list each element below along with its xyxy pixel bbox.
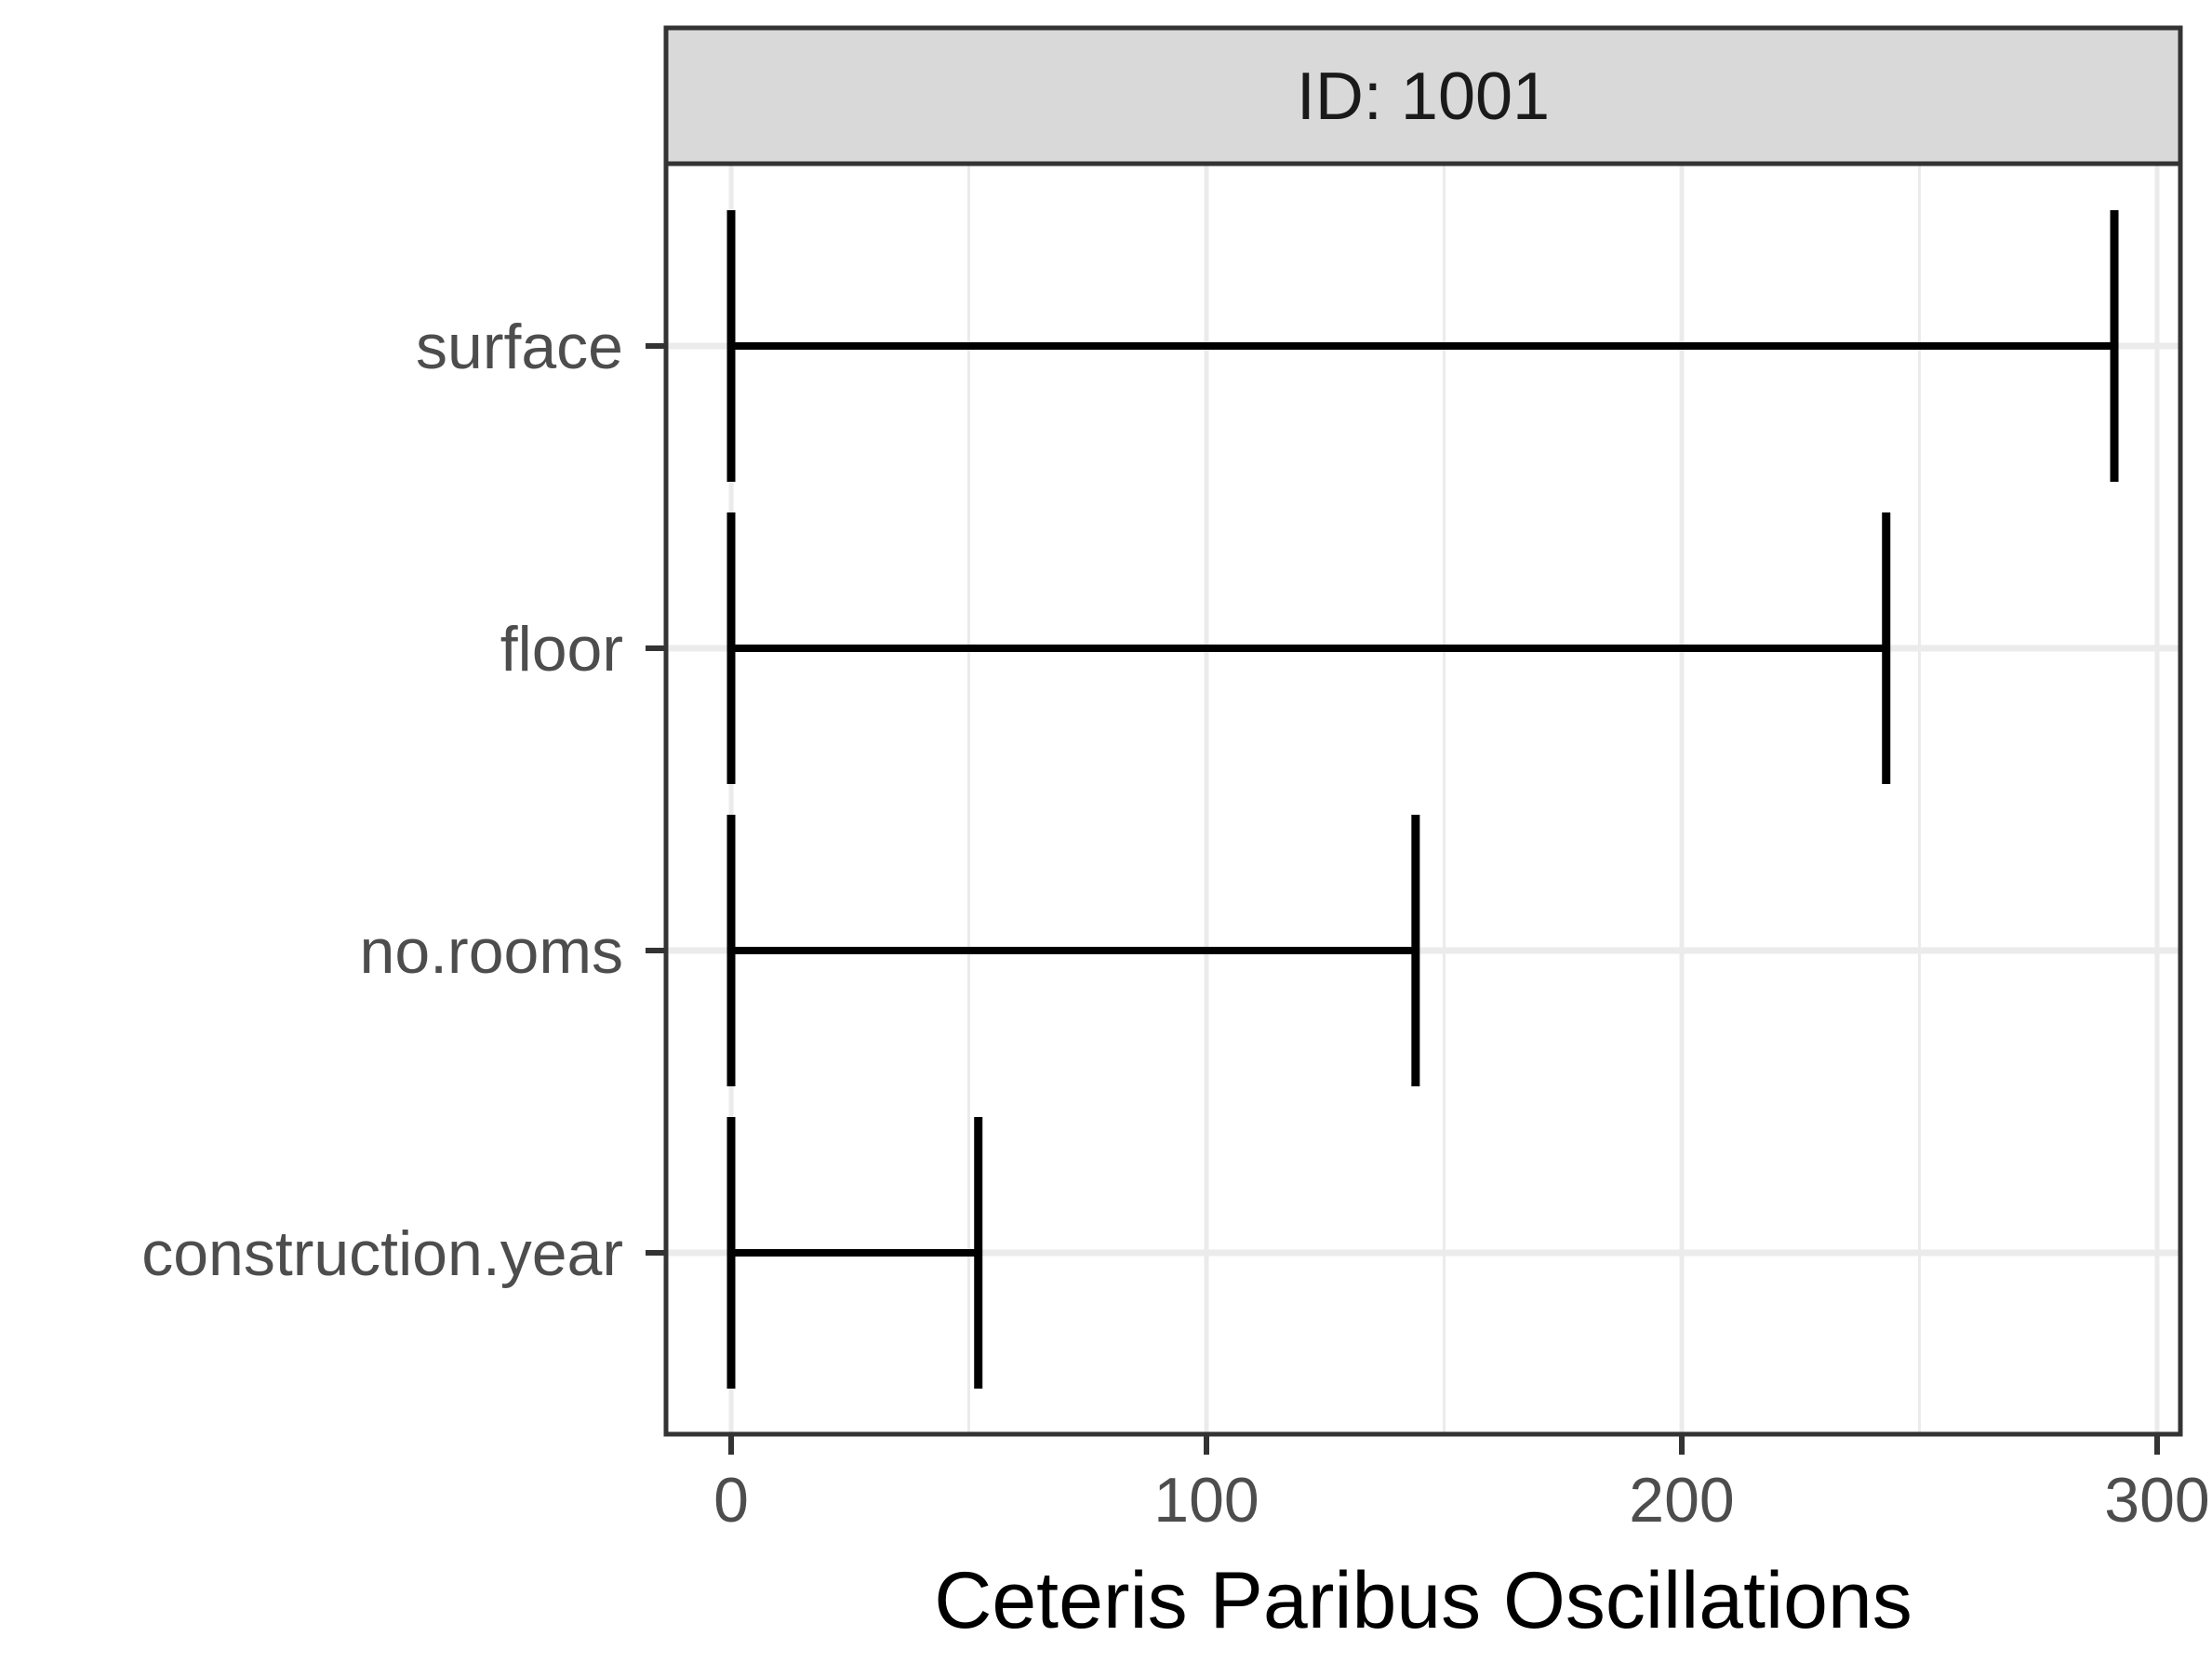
x-axis: 0 100 200 300 bbox=[713, 1434, 2210, 1536]
errorbar-layer bbox=[726, 210, 2119, 1389]
x-tick-label: 0 bbox=[713, 1465, 749, 1536]
x-tick-label: 200 bbox=[1629, 1465, 1734, 1536]
errorbar-no.rooms bbox=[726, 815, 1420, 1086]
y-tick-label: surface bbox=[416, 312, 623, 382]
y-tick-label: floor bbox=[500, 614, 623, 685]
plot-panel bbox=[666, 164, 2180, 1434]
facet-strip-background bbox=[663, 25, 2183, 166]
x-tick-label: 300 bbox=[2104, 1465, 2209, 1536]
errorbar-construction.year bbox=[726, 1117, 983, 1389]
errorbar-surface bbox=[726, 210, 2119, 482]
y-tick-label: construction.year bbox=[141, 1218, 623, 1289]
facet-strip: ID: 1001 bbox=[663, 25, 2183, 166]
x-tick-label: 100 bbox=[1153, 1465, 1259, 1536]
y-tick-label: no.rooms bbox=[360, 916, 623, 987]
x-axis-title: Ceteris Paribus Oscillations bbox=[934, 1556, 1912, 1645]
facet-title: ID: 1001 bbox=[1297, 60, 1550, 134]
errorbar-floor bbox=[726, 512, 1891, 784]
y-axis: surface floor no.rooms construction.year bbox=[141, 312, 666, 1289]
plot-panel-border bbox=[663, 161, 2183, 1437]
